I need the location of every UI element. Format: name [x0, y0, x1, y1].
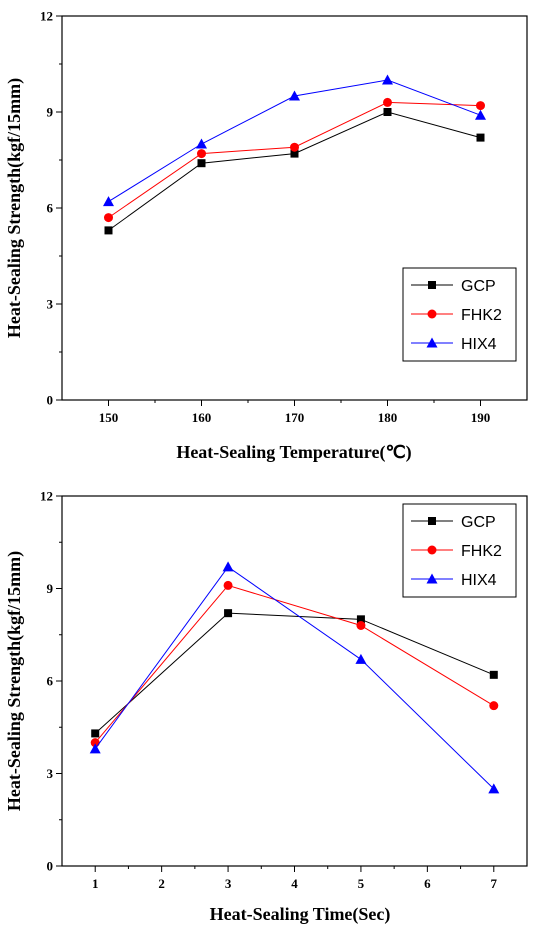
- x-tick-label: 4: [291, 876, 298, 891]
- data-point-hix4: [103, 196, 114, 207]
- data-point-hix4: [222, 561, 234, 572]
- data-point-hix4: [289, 90, 300, 101]
- data-point-gcp: [476, 133, 485, 142]
- series-line-hix4: [94, 566, 495, 790]
- x-tick-label: 7: [491, 876, 498, 891]
- x-tick-label: 190: [471, 410, 491, 425]
- data-point-fhk2: [489, 701, 499, 711]
- y-tick-label: 9: [47, 105, 54, 120]
- data-point-fhk2: [223, 580, 233, 590]
- data-point-hix4: [89, 743, 101, 754]
- y-tick-label: 0: [47, 393, 54, 408]
- y-tick-label: 0: [47, 859, 54, 874]
- legend: GCP FHK2 HIX4: [402, 267, 517, 362]
- x-tick-label: 6: [424, 876, 431, 891]
- data-point-fhk2: [197, 149, 206, 159]
- data-point-hix4: [382, 74, 393, 85]
- y-tick-label: 9: [47, 581, 54, 596]
- data-point-gcp: [104, 226, 113, 235]
- data-point-gcp: [383, 108, 392, 116]
- series-layer: [89, 561, 500, 794]
- data-point-gcp: [197, 159, 206, 168]
- series-line-gcp: [94, 612, 494, 734]
- axis-ticks: 0 3 6 9 12 150 160 170 180 190: [40, 9, 490, 426]
- data-point-gcp: [356, 615, 365, 624]
- y-axis-title: Heat-Sealing Strength(kgf/15mm): [4, 551, 25, 811]
- data-point-fhk2: [104, 213, 113, 223]
- series-line-fhk2: [94, 584, 495, 743]
- data-point-gcp: [290, 149, 299, 158]
- legend-label: HIX4: [461, 336, 497, 353]
- data-point-fhk2: [356, 621, 366, 630]
- x-tick-label: 2: [158, 876, 165, 891]
- x-tick-label: 5: [358, 876, 365, 891]
- data-point-fhk2: [290, 142, 299, 152]
- data-point-gcp: [489, 670, 498, 679]
- y-tick-label: 12: [40, 489, 53, 504]
- y-tick-label: 6: [47, 674, 54, 689]
- data-point-hix4: [196, 138, 207, 149]
- legend-label: FHK2: [461, 543, 502, 560]
- data-point-fhk2: [476, 101, 485, 111]
- series-line-fhk2: [108, 101, 481, 219]
- series-layer: [103, 74, 486, 235]
- legend-marker: [426, 337, 438, 348]
- x-tick-label: 170: [285, 410, 305, 425]
- data-point-gcp: [91, 729, 100, 738]
- x-tick-label: 1: [92, 876, 99, 891]
- legend-label: GCP: [461, 278, 496, 295]
- data-point-hix4: [475, 109, 486, 120]
- legend-label: HIX4: [461, 572, 497, 589]
- legend-marker: [428, 517, 436, 525]
- x-axis-title: Heat-Sealing Time(Sec): [210, 904, 391, 925]
- legend-marker: [427, 309, 437, 319]
- x-tick-label: 3: [225, 876, 232, 891]
- legend-marker: [428, 281, 436, 289]
- y-tick-label: 3: [47, 297, 54, 312]
- legend: GCP FHK2 HIX4: [402, 503, 517, 598]
- chart-temperature: 0 3 6 9 12 150 160 170 180 190 GCP FHK2 HIX4 Heat-S…: [4, 9, 528, 463]
- legend-label: GCP: [461, 514, 496, 531]
- x-tick-label: 180: [378, 410, 398, 425]
- legend-marker: [426, 573, 438, 584]
- data-point-fhk2: [383, 97, 392, 107]
- legend-label: FHK2: [461, 307, 502, 324]
- x-tick-label: 150: [99, 410, 119, 425]
- y-axis-title: Heat-Sealing Strength(kgf/15mm): [4, 78, 25, 338]
- x-axis-title: Heat-Sealing Temperature(℃): [176, 442, 411, 463]
- data-point-gcp: [224, 609, 233, 618]
- data-point-hix4: [355, 653, 367, 664]
- series-line-gcp: [108, 111, 481, 231]
- data-point-hix4: [488, 783, 500, 794]
- y-tick-label: 12: [40, 9, 53, 24]
- y-tick-label: 3: [47, 766, 54, 781]
- legend-marker: [427, 545, 437, 555]
- y-tick-label: 6: [47, 201, 54, 216]
- x-tick-label: 160: [192, 410, 212, 425]
